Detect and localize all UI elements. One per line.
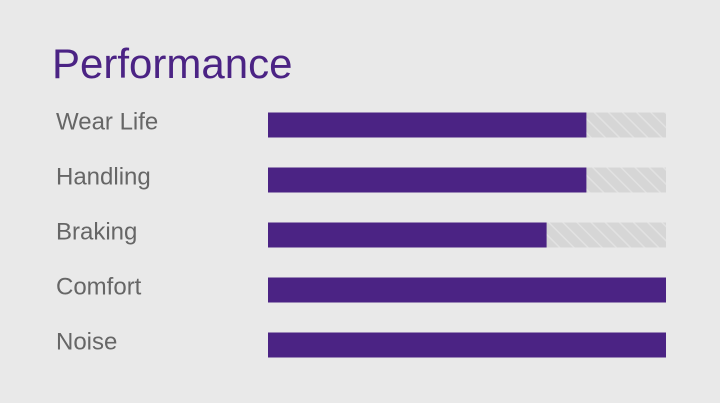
bar <box>268 222 547 248</box>
bar <box>268 167 587 193</box>
category-label: Handling <box>56 163 151 190</box>
category-label: Braking <box>56 218 137 245</box>
bar <box>268 112 587 138</box>
chart-title: Performance <box>52 40 292 87</box>
category-label: Noise <box>56 328 117 355</box>
category-label: Comfort <box>56 273 142 300</box>
category-label: Wear Life <box>56 108 158 135</box>
bar <box>268 332 666 358</box>
bar <box>268 277 666 303</box>
